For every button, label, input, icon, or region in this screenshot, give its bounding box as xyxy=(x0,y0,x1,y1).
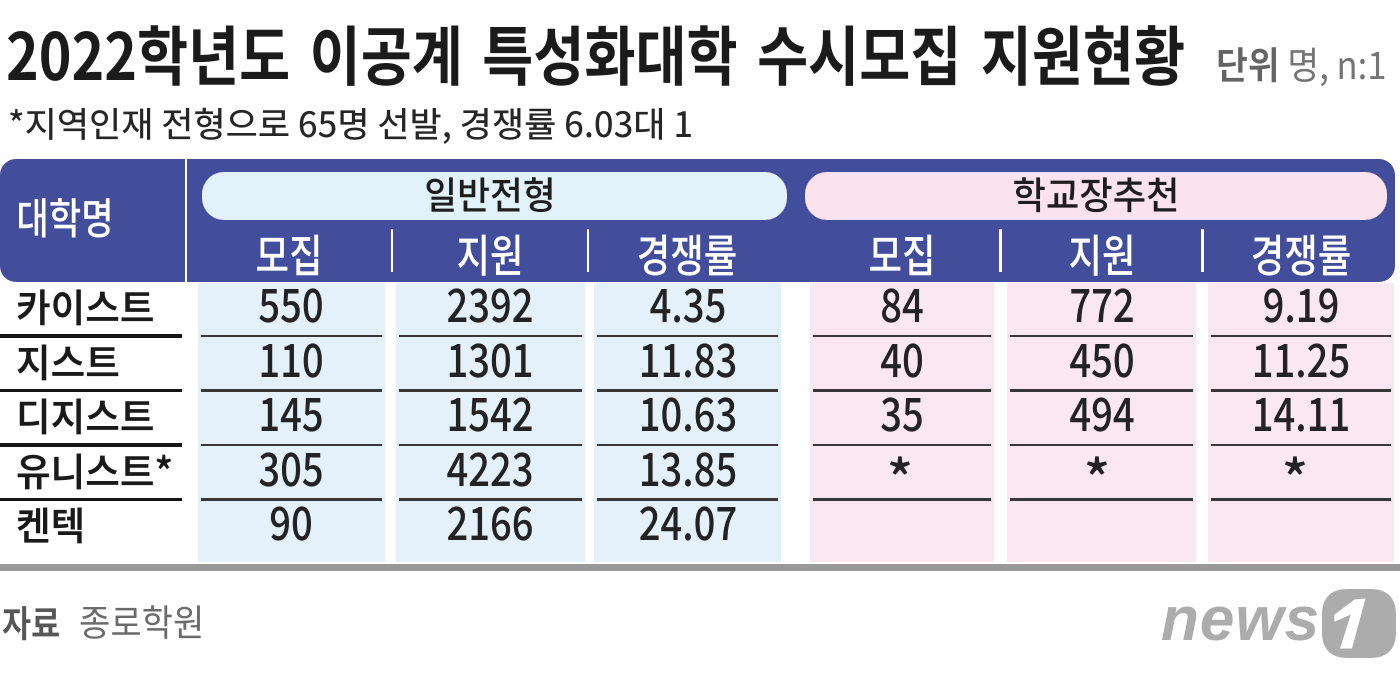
svg-text:news: news xyxy=(1161,585,1320,654)
